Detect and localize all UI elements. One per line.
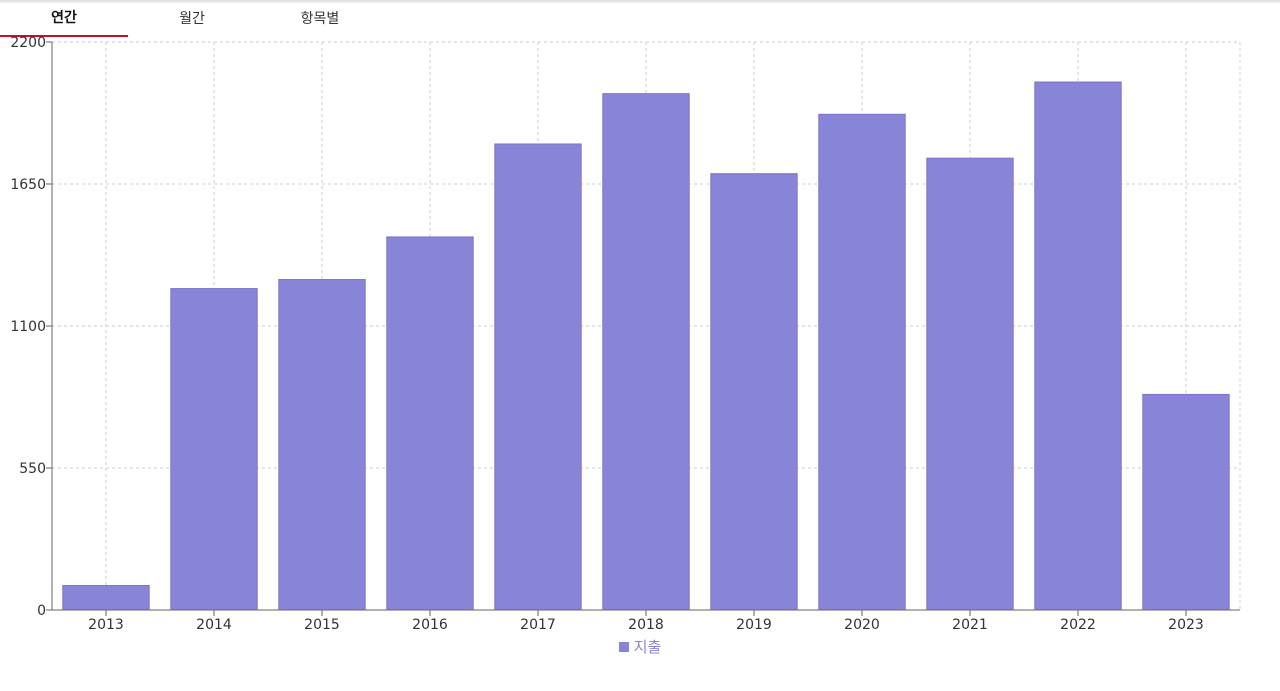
x-tick-label: 2020 bbox=[844, 617, 880, 633]
y-tick-label: 1650 bbox=[10, 177, 46, 193]
bar[interactable] bbox=[602, 93, 690, 611]
x-tick-label: 2023 bbox=[1168, 617, 1204, 633]
tab-bar: 연간 월간 항목별 bbox=[0, 3, 1280, 37]
legend-swatch bbox=[618, 641, 629, 652]
bar[interactable] bbox=[494, 143, 582, 611]
y-tick-label: 550 bbox=[19, 461, 46, 477]
bar[interactable] bbox=[926, 157, 1014, 611]
tab-by-category[interactable]: 항목별 bbox=[300, 11, 340, 27]
y-tick-label: 1100 bbox=[10, 319, 46, 335]
x-tick-label: 2015 bbox=[304, 617, 340, 633]
bar[interactable] bbox=[818, 113, 906, 611]
x-tick-label: 2021 bbox=[952, 617, 988, 633]
x-tick-label: 2018 bbox=[628, 617, 664, 633]
tab-yearly[interactable]: 연간 bbox=[0, 3, 128, 37]
bar[interactable] bbox=[278, 279, 366, 611]
bar[interactable] bbox=[1142, 393, 1230, 611]
x-tick-label: 2019 bbox=[736, 617, 772, 633]
x-tick-label: 2013 bbox=[88, 617, 124, 633]
x-tick-label: 2022 bbox=[1060, 617, 1096, 633]
tab-monthly[interactable]: 월간 bbox=[179, 11, 205, 27]
x-tick-label: 2017 bbox=[520, 617, 556, 633]
x-tick-label: 2016 bbox=[412, 617, 448, 633]
bar[interactable] bbox=[1034, 81, 1122, 611]
y-tick-label: 0 bbox=[37, 603, 46, 619]
bar[interactable] bbox=[62, 584, 150, 611]
top-shadow bbox=[0, 0, 1280, 3]
bar[interactable] bbox=[710, 173, 798, 611]
bar[interactable] bbox=[386, 236, 474, 611]
y-tick-label: 2200 bbox=[10, 35, 46, 51]
legend-label[interactable]: 지출 bbox=[633, 638, 662, 656]
bar[interactable] bbox=[170, 288, 258, 611]
legend: 지출 bbox=[0, 636, 1280, 657]
x-tick-label: 2014 bbox=[196, 617, 232, 633]
